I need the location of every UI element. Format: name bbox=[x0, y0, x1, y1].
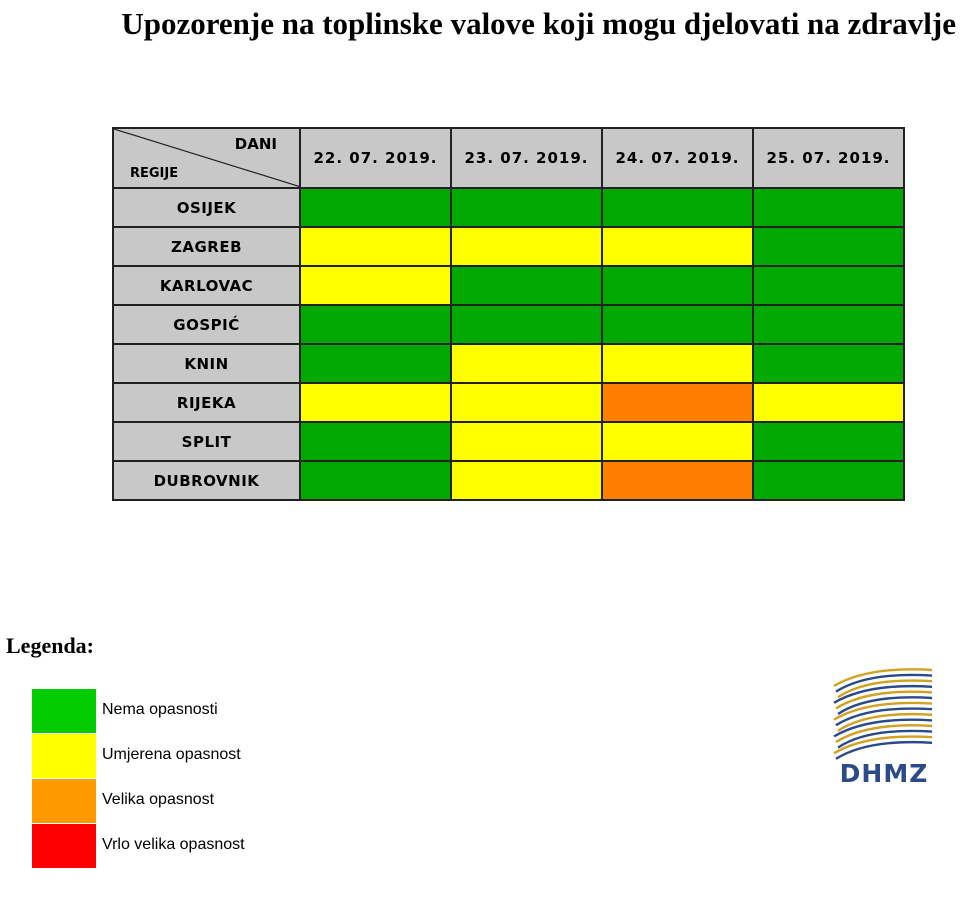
warning-cell-yellow bbox=[450, 382, 603, 423]
table-row: KARLOVAC bbox=[112, 265, 905, 306]
warning-cell-green bbox=[752, 304, 905, 345]
region-cell: SPLIT bbox=[112, 421, 301, 462]
warning-cell-green bbox=[299, 343, 452, 384]
warning-cell-green bbox=[450, 187, 603, 228]
legend-swatch bbox=[32, 689, 96, 733]
table-row: DUBROVNIK bbox=[112, 460, 905, 501]
legend-item: Vrlo velika opasnost bbox=[32, 824, 332, 868]
region-cell: OSIJEK bbox=[112, 187, 301, 228]
warning-cell-green bbox=[752, 265, 905, 306]
warning-cell-yellow bbox=[601, 343, 754, 384]
warning-cell-yellow bbox=[752, 382, 905, 423]
warning-cell-green bbox=[601, 265, 754, 306]
warning-cell-yellow bbox=[299, 382, 452, 423]
region-cell: RIJEKA bbox=[112, 382, 301, 423]
table-header-row: DANI REGIJE 22. 07. 2019. 23. 07. 2019. … bbox=[112, 127, 905, 189]
dhmz-logo: DHMZ bbox=[828, 664, 940, 788]
legend-item: Umjerena opasnost bbox=[32, 734, 332, 778]
warning-cell-orange bbox=[601, 382, 754, 423]
warning-cell-green bbox=[450, 265, 603, 306]
legend-item: Nema opasnosti bbox=[32, 689, 332, 733]
legend-item: Velika opasnost bbox=[32, 779, 332, 823]
region-cell: ZAGREB bbox=[112, 226, 301, 267]
legend-label: Umjerena opasnost bbox=[102, 746, 241, 763]
table-row: GOSPIĆ bbox=[112, 304, 905, 345]
logo-stroke bbox=[835, 673, 933, 693]
date-header: 23. 07. 2019. bbox=[450, 127, 603, 189]
date-header: 25. 07. 2019. bbox=[752, 127, 905, 189]
warning-cell-yellow bbox=[450, 226, 603, 267]
warning-cell-green bbox=[299, 460, 452, 501]
warning-cell-green bbox=[601, 187, 754, 228]
dhmz-logo-text: DHMZ bbox=[839, 759, 929, 788]
region-cell: KARLOVAC bbox=[112, 265, 301, 306]
warning-cell-green bbox=[752, 343, 905, 384]
date-header: 22. 07. 2019. bbox=[299, 127, 452, 189]
warning-cell-green bbox=[752, 460, 905, 501]
logo-stroke bbox=[837, 679, 933, 699]
date-header: 24. 07. 2019. bbox=[601, 127, 754, 189]
region-cell: GOSPIĆ bbox=[112, 304, 301, 345]
corner-regions-label: REGIJE bbox=[130, 166, 179, 181]
warning-cell-yellow bbox=[450, 460, 603, 501]
dhmz-logo-mark bbox=[833, 668, 933, 760]
legend-label: Nema opasnosti bbox=[102, 701, 218, 718]
warning-cell-green bbox=[601, 304, 754, 345]
legend-swatch bbox=[32, 779, 96, 823]
corner-days-label: DANI bbox=[234, 135, 277, 153]
warning-cell-green bbox=[299, 187, 452, 228]
heat-warning-table: DANI REGIJE 22. 07. 2019. 23. 07. 2019. … bbox=[112, 127, 905, 501]
warning-cell-green bbox=[752, 421, 905, 462]
warning-cell-green bbox=[299, 304, 452, 345]
warning-cell-orange bbox=[601, 460, 754, 501]
logo-stroke bbox=[833, 735, 933, 755]
warning-cell-green bbox=[299, 421, 452, 462]
page-title: Upozorenje na toplinske valove koji mogu… bbox=[121, 6, 956, 41]
warning-cell-yellow bbox=[601, 226, 754, 267]
legend-swatch bbox=[32, 734, 96, 778]
corner-cell: DANI REGIJE bbox=[112, 127, 301, 189]
table-row: ZAGREB bbox=[112, 226, 905, 267]
warning-cell-green bbox=[752, 187, 905, 228]
table-row: OSIJEK bbox=[112, 187, 905, 228]
logo-stroke bbox=[833, 684, 933, 704]
legend-swatch bbox=[32, 824, 96, 868]
logo-stroke bbox=[835, 690, 933, 710]
region-cell: KNIN bbox=[112, 343, 301, 384]
warning-cell-yellow bbox=[299, 226, 452, 267]
logo-stroke bbox=[835, 707, 933, 727]
warning-cell-yellow bbox=[601, 421, 754, 462]
corner-diagonal bbox=[114, 129, 301, 187]
warning-cell-green bbox=[752, 226, 905, 267]
logo-stroke bbox=[837, 696, 933, 715]
legend-label: Velika opasnost bbox=[102, 791, 215, 808]
warning-cell-yellow bbox=[450, 343, 603, 384]
table-row: KNIN bbox=[112, 343, 905, 384]
table-row: RIJEKA bbox=[112, 382, 905, 423]
logo-stroke bbox=[837, 729, 933, 749]
warning-cell-yellow bbox=[299, 265, 452, 306]
logo-stroke bbox=[837, 712, 933, 732]
legend-title: Legenda: bbox=[6, 633, 94, 658]
warning-cell-yellow bbox=[450, 421, 603, 462]
region-cell: DUBROVNIK bbox=[112, 460, 301, 501]
logo-stroke bbox=[833, 718, 933, 738]
logo-stroke bbox=[833, 701, 933, 721]
logo-stroke bbox=[835, 740, 933, 760]
legend-label: Vrlo velika opasnost bbox=[102, 836, 245, 853]
warning-cell-green bbox=[450, 304, 603, 345]
logo-stroke bbox=[835, 724, 933, 744]
logo-stroke bbox=[833, 668, 933, 688]
table-row: SPLIT bbox=[112, 421, 905, 462]
